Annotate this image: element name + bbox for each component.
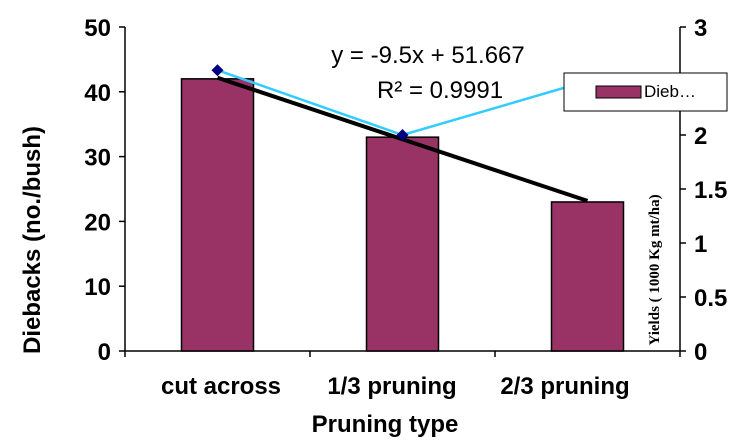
right-tick-label: 0.5 xyxy=(694,285,727,312)
category-labels: cut across 1/3 pruning 2/3 pruning xyxy=(161,373,630,400)
legend-swatch xyxy=(595,85,642,99)
bar xyxy=(550,201,625,352)
right-tick-label: 0 xyxy=(694,339,707,366)
yield-point xyxy=(211,64,224,77)
legend-label: Dieb… xyxy=(644,82,696,101)
right-tick-label: 3 xyxy=(694,15,707,42)
legend: Dieb… xyxy=(563,72,728,112)
category-label: 2/3 pruning xyxy=(500,373,629,400)
left-tick-label: 10 xyxy=(84,274,111,301)
bar xyxy=(365,136,440,352)
y-axis-label: Diebacks (no./bush) xyxy=(19,126,46,354)
category-label: 1/3 pruning xyxy=(327,373,456,400)
right-tick-label: 1.5 xyxy=(694,177,727,204)
trend-equation: y = -9.5x + 51.667 xyxy=(331,42,524,69)
category-label: cut across xyxy=(161,373,281,400)
right-ticks: 00.511.522.53 xyxy=(680,15,727,366)
legend-box xyxy=(563,72,728,112)
right-tick-label: 2 xyxy=(694,123,707,150)
left-tick-label: 50 xyxy=(84,15,111,42)
right-tick-label: 1 xyxy=(694,231,707,258)
trend-r2: R² = 0.9991 xyxy=(377,77,503,104)
left-tick-label: 30 xyxy=(84,145,111,172)
left-tick-label: 0 xyxy=(98,339,111,366)
left-ticks: 0 10 20 30 40 50 xyxy=(84,15,125,366)
bars xyxy=(180,78,625,352)
right-y-axis-label: Yields ( 1000 Kg mt/ha) xyxy=(647,194,663,345)
left-tick-label: 20 xyxy=(84,209,111,236)
x-axis-label: Pruning type xyxy=(312,411,459,438)
bar xyxy=(180,78,255,352)
yield-point xyxy=(396,129,409,141)
x-ticks xyxy=(124,351,681,357)
left-tick-label: 40 xyxy=(84,80,111,107)
